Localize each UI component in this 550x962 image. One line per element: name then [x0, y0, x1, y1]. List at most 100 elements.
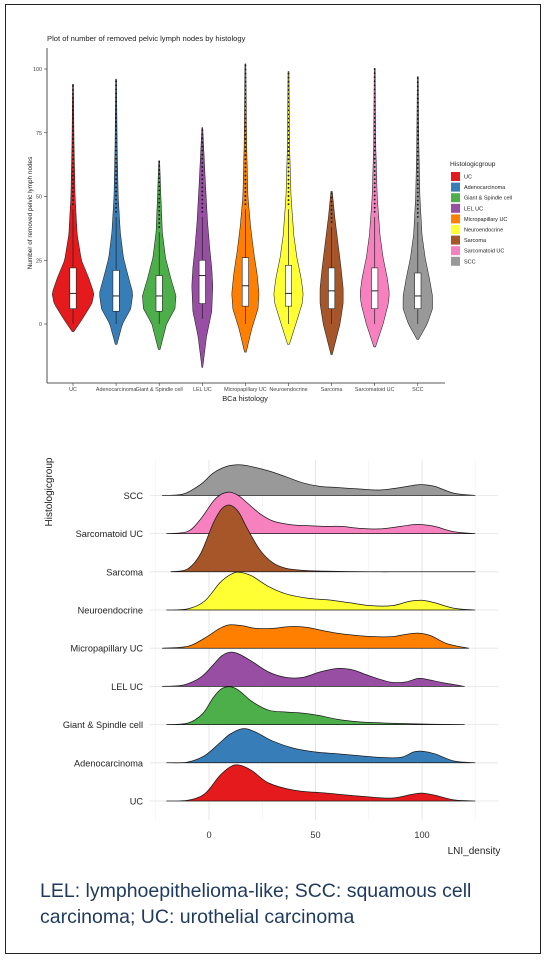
violin-outlier-point — [115, 157, 118, 160]
violin-outlier-point — [373, 178, 376, 181]
violin-outlier-point — [373, 137, 376, 140]
violin-outlier-point — [201, 170, 204, 172]
violin-outlier-point — [115, 100, 118, 103]
violin-x-tick-label: Sarcoma — [321, 387, 343, 393]
violin-outlier-point — [373, 198, 376, 201]
violin-outlier-point — [373, 186, 376, 189]
violin-x-tick-label: LEL UC — [193, 387, 212, 393]
violin-outlier-point — [72, 150, 74, 153]
violin-outlier-point — [72, 182, 74, 185]
violin-outlier-point — [72, 113, 74, 116]
violin-outlier-point — [416, 199, 419, 202]
legend-label-neuroendocrine: Neuroendocrine — [464, 228, 503, 234]
legend-label-scc: SCC — [464, 259, 476, 265]
violin-outlier-point — [244, 121, 247, 124]
violin-outlier-point — [115, 96, 118, 99]
violin-outlier-point — [287, 178, 290, 181]
violin-micropapillary-uc — [231, 63, 260, 353]
violin-outlier-point — [115, 117, 118, 119]
violin-outlier-point — [373, 206, 376, 209]
violin-y-tick-label: 25 — [36, 258, 42, 264]
violin-outlier-point — [373, 72, 376, 75]
figure-caption: LEL: lymphoepithelioma-like; SCC: squamo… — [40, 880, 472, 928]
violin-outlier-point — [115, 178, 118, 181]
violin-outlier-point — [115, 161, 118, 164]
violin-outlier-point — [244, 137, 247, 140]
violin-outlier-point — [158, 177, 161, 180]
ridgeline-y-tick-label: Sarcomatoid UC — [76, 529, 144, 539]
ridge-scc — [162, 464, 476, 496]
violin-outlier-point — [201, 165, 204, 168]
legend-swatch-sarcoma — [451, 235, 460, 245]
violin-outlier-point — [158, 209, 161, 212]
violin-outlier-point — [330, 200, 333, 203]
violin-outlier-point — [416, 105, 419, 108]
violin-outlier-point — [373, 80, 376, 83]
violin-outlier-point — [330, 212, 333, 215]
violin-outlier-point — [72, 137, 74, 140]
violin-outlier-point — [72, 105, 74, 108]
violin-outlier-point — [115, 108, 118, 111]
ridgeline-x-tick-label: 100 — [414, 830, 429, 840]
violin-outlier-point — [287, 129, 290, 132]
violin-outlier-point — [72, 178, 74, 181]
violin-outlier-point — [244, 76, 247, 79]
violin-outlier-point — [115, 80, 118, 83]
violin-outlier-point — [244, 142, 247, 144]
legend-label-sarcomatoid-uc: Sarcomatoid UC — [464, 249, 504, 255]
violin-outlier-point — [115, 141, 118, 144]
violin-outlier-point — [115, 112, 118, 115]
ridgeline-y-tick-label: Sarcoma — [106, 567, 144, 577]
legend-swatch-neuroendocrine — [451, 225, 460, 234]
violin-outlier-point — [244, 105, 247, 108]
violin-outlier-point — [373, 121, 376, 123]
violin-outlier-point — [373, 157, 376, 160]
violin-outlier-point — [72, 195, 74, 197]
violin-outlier-point — [158, 205, 161, 208]
violin-outlier-point — [287, 76, 290, 79]
violin-outlier-point — [416, 118, 419, 120]
ridgeline-y-tick-label: SCC — [124, 491, 144, 501]
violin-outlier-point — [416, 109, 419, 112]
violin-outlier-point — [115, 92, 118, 95]
violin-outlier-point — [72, 174, 74, 177]
ridge-lel-uc — [162, 651, 465, 687]
violin-outliers — [287, 72, 290, 206]
violin-outlier-point — [115, 84, 118, 87]
violin-x-tick-label: Micropapillary UC — [224, 387, 267, 393]
violin-outlier-point — [244, 150, 247, 153]
violin-outlier-point — [115, 153, 118, 156]
ridgeline-x-tick-label: 0 — [206, 830, 211, 840]
violin-outlier-point — [115, 170, 118, 172]
legend-swatch-micropapillary-uc — [451, 214, 460, 224]
violin-outlier-point — [244, 174, 247, 177]
violin-x-tick-label: SCC — [412, 387, 423, 393]
violin-outlier-point — [287, 97, 290, 100]
legend-label-adenocarcinoma: Adenocarcinoma — [464, 185, 506, 191]
violin-box — [155, 275, 163, 312]
violin-outliers — [416, 77, 419, 218]
violin-outlier-point — [115, 194, 118, 197]
violin-outlier-point — [201, 153, 204, 156]
violin-outlier-point — [287, 101, 290, 104]
violin-outlier-point — [115, 182, 118, 185]
violin-box — [328, 267, 336, 309]
violin-chart-title: Plot of number of removed pelvic lymph n… — [47, 34, 246, 43]
violin-outlier-point — [72, 158, 74, 161]
legend-swatch-lel-uc — [451, 203, 460, 213]
violin-outlier-point — [287, 190, 290, 193]
violin-outlier-point — [201, 133, 204, 136]
ridge-neuroendocrine — [166, 571, 476, 611]
violin-outlier-point — [201, 178, 204, 181]
ridgeline-y-tick-label: Giant & Spindle cell — [63, 720, 143, 730]
violin-outlier-point — [287, 154, 290, 157]
violin-body — [273, 71, 304, 345]
legend-label-giant-and-spindle-cell: Giant & Spindle cell — [464, 196, 512, 202]
violin-outlier-point — [201, 174, 204, 177]
violin-outlier-point — [158, 164, 161, 167]
violin-outlier-point — [373, 174, 376, 177]
violin-outlier-point — [158, 226, 161, 229]
violin-outlier-point — [115, 165, 118, 168]
violin-outlier-point — [158, 181, 161, 184]
